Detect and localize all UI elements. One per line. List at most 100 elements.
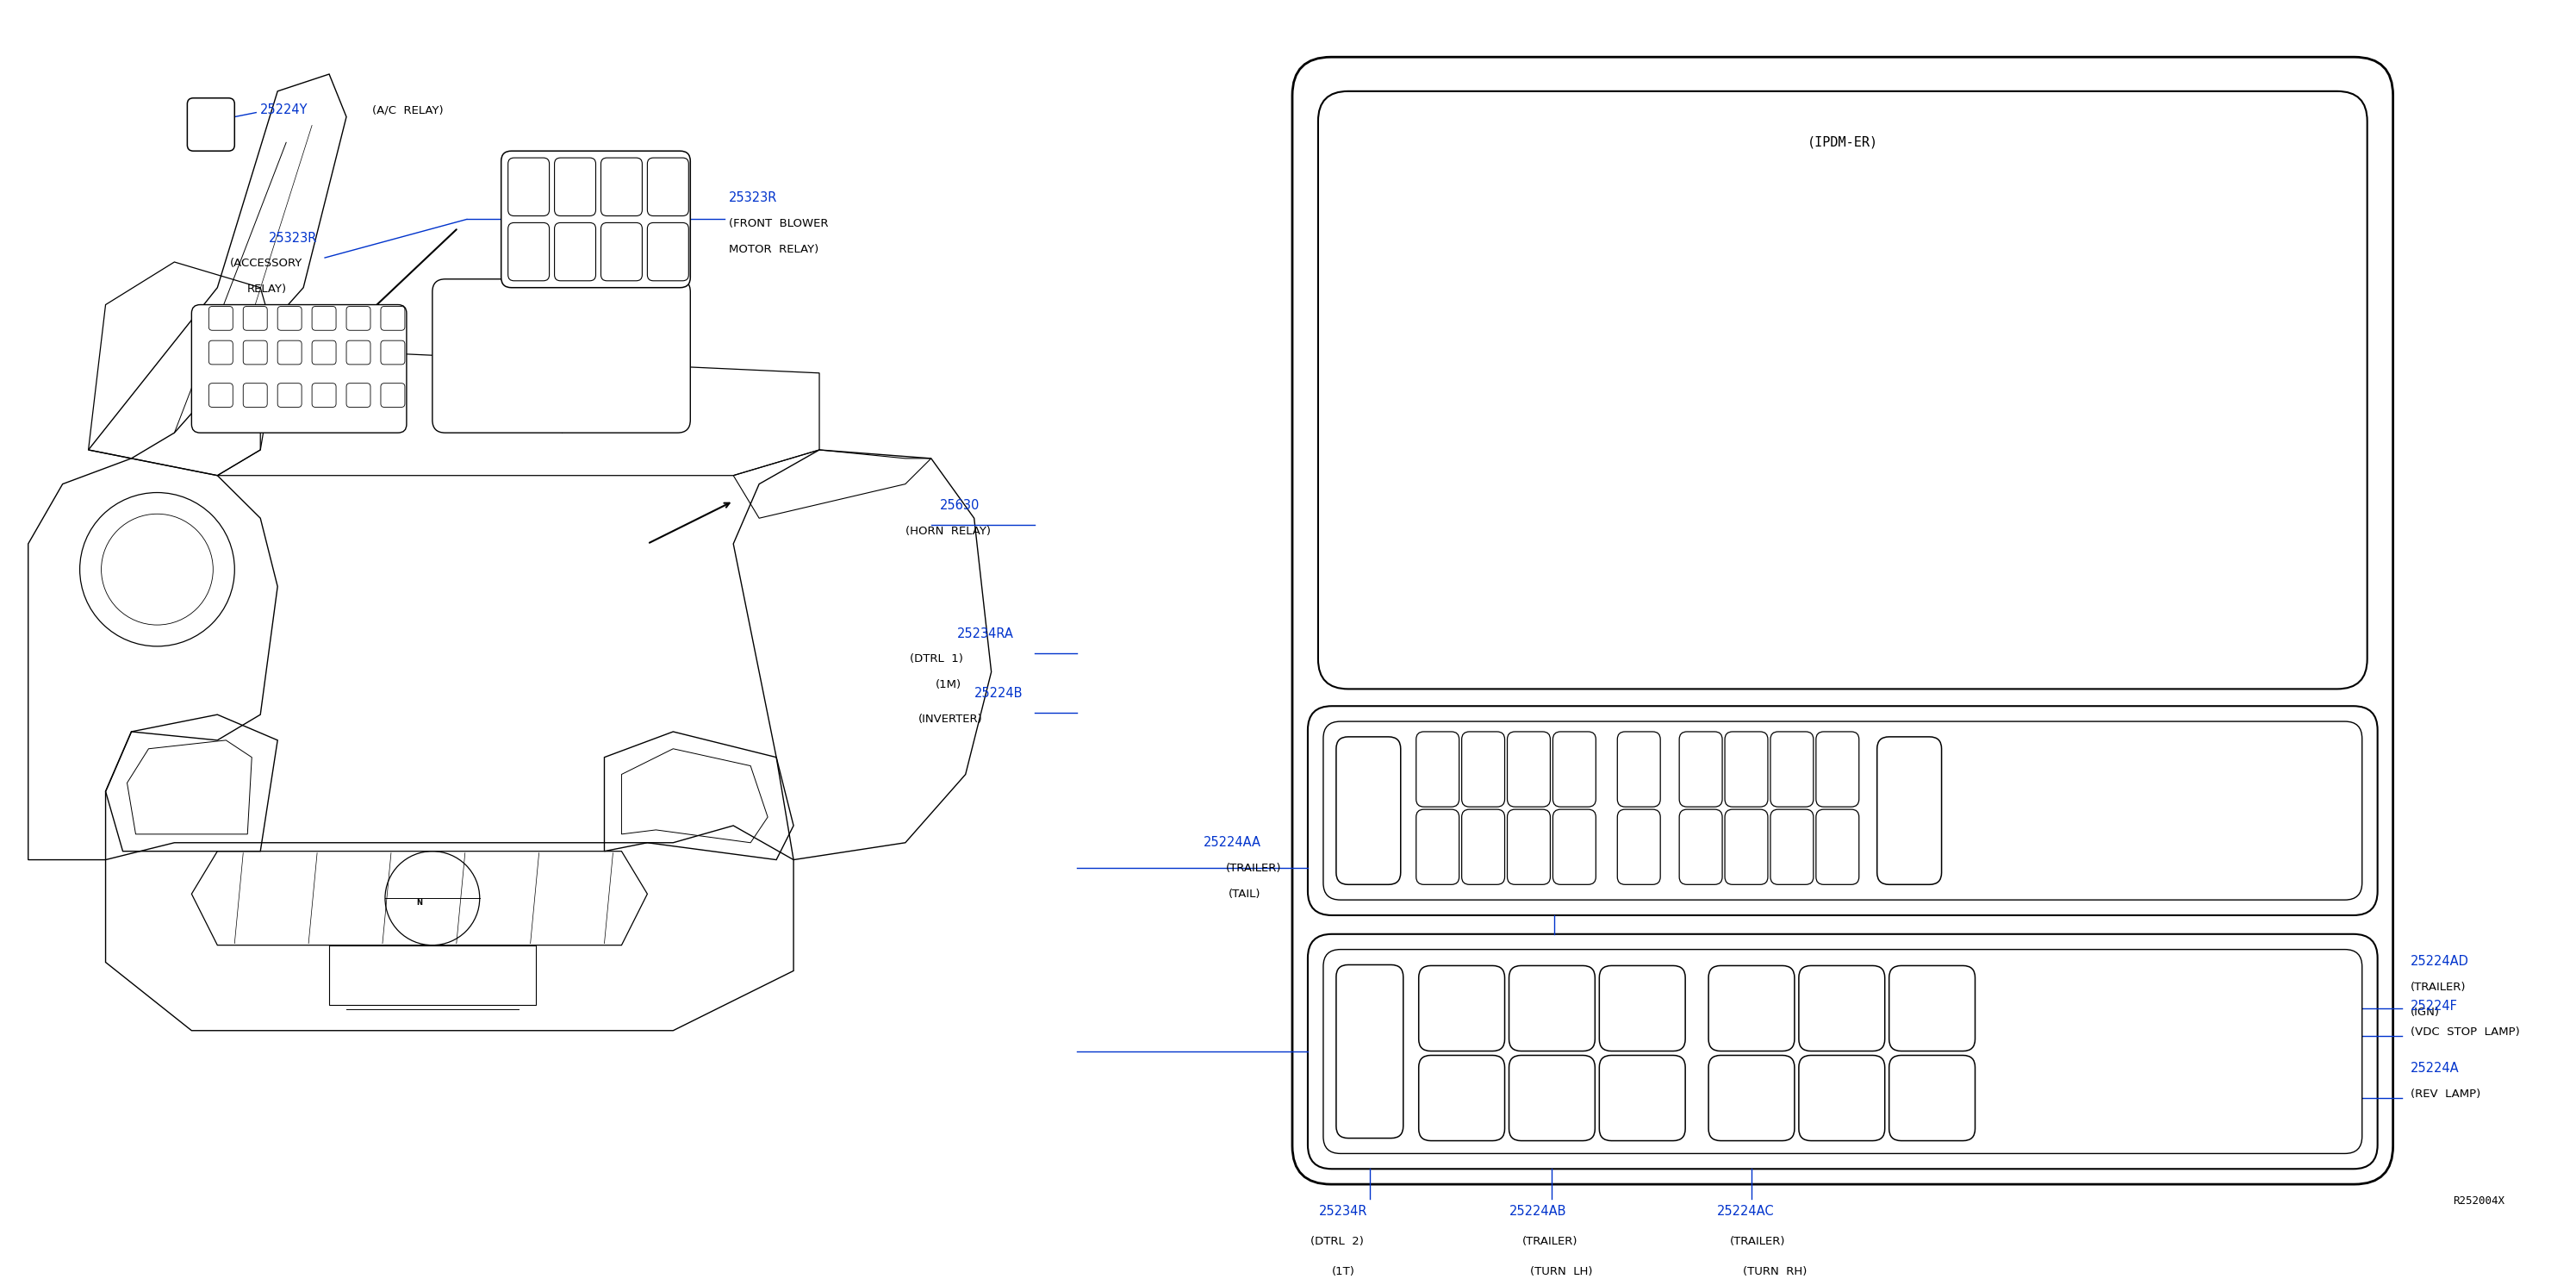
- FancyBboxPatch shape: [278, 307, 301, 330]
- FancyBboxPatch shape: [312, 340, 335, 365]
- FancyBboxPatch shape: [1324, 721, 2362, 900]
- Text: 25234RA: 25234RA: [956, 627, 1015, 640]
- FancyBboxPatch shape: [1888, 966, 1976, 1051]
- FancyBboxPatch shape: [433, 279, 690, 432]
- Text: 25224AB: 25224AB: [1510, 1205, 1566, 1218]
- Text: (1T): (1T): [1332, 1266, 1355, 1276]
- Text: (VDC  STOP  LAMP): (VDC STOP LAMP): [2411, 1026, 2519, 1037]
- FancyBboxPatch shape: [647, 157, 688, 216]
- FancyBboxPatch shape: [507, 157, 549, 216]
- Text: (TRAILER): (TRAILER): [1522, 1236, 1577, 1247]
- FancyBboxPatch shape: [1553, 810, 1597, 885]
- Text: RELAY): RELAY): [247, 284, 286, 295]
- FancyBboxPatch shape: [242, 307, 268, 330]
- FancyBboxPatch shape: [1419, 1055, 1504, 1141]
- FancyBboxPatch shape: [1337, 737, 1401, 885]
- Text: (TRAILER): (TRAILER): [1226, 863, 1280, 874]
- FancyBboxPatch shape: [1680, 810, 1723, 885]
- FancyBboxPatch shape: [1618, 732, 1662, 807]
- FancyBboxPatch shape: [647, 223, 688, 281]
- FancyBboxPatch shape: [554, 223, 595, 281]
- Text: 25323R: 25323R: [268, 231, 317, 244]
- Text: MOTOR  RELAY): MOTOR RELAY): [729, 243, 819, 255]
- FancyBboxPatch shape: [1553, 732, 1597, 807]
- Text: (IGN): (IGN): [2411, 1007, 2439, 1018]
- FancyBboxPatch shape: [1798, 1055, 1886, 1141]
- FancyBboxPatch shape: [1417, 732, 1458, 807]
- FancyBboxPatch shape: [1680, 732, 1723, 807]
- FancyBboxPatch shape: [1319, 91, 2367, 689]
- FancyBboxPatch shape: [1798, 966, 1886, 1051]
- Text: 25224A: 25224A: [2411, 1062, 2460, 1074]
- FancyBboxPatch shape: [502, 151, 690, 288]
- FancyBboxPatch shape: [600, 223, 641, 281]
- Text: (TURN  LH): (TURN LH): [1530, 1266, 1592, 1276]
- FancyBboxPatch shape: [1770, 810, 1814, 885]
- FancyBboxPatch shape: [1600, 966, 1685, 1051]
- FancyBboxPatch shape: [1293, 58, 2393, 1184]
- FancyBboxPatch shape: [345, 307, 371, 330]
- Text: 25224B: 25224B: [974, 687, 1023, 700]
- FancyBboxPatch shape: [242, 340, 268, 365]
- Text: 25323R: 25323R: [729, 192, 778, 205]
- FancyBboxPatch shape: [1510, 966, 1595, 1051]
- FancyBboxPatch shape: [1816, 810, 1860, 885]
- FancyBboxPatch shape: [381, 340, 404, 365]
- Text: (A/C  RELAY): (A/C RELAY): [371, 105, 443, 115]
- FancyBboxPatch shape: [345, 384, 371, 407]
- Text: 25234R: 25234R: [1319, 1205, 1368, 1218]
- FancyBboxPatch shape: [278, 384, 301, 407]
- FancyBboxPatch shape: [1816, 732, 1860, 807]
- FancyBboxPatch shape: [600, 157, 641, 216]
- Text: (TURN  RH): (TURN RH): [1744, 1266, 1806, 1276]
- Text: R252004X: R252004X: [2452, 1196, 2504, 1207]
- FancyBboxPatch shape: [381, 307, 404, 330]
- FancyBboxPatch shape: [312, 384, 335, 407]
- FancyBboxPatch shape: [1324, 949, 2362, 1154]
- FancyBboxPatch shape: [1337, 964, 1404, 1138]
- Text: 25224Y: 25224Y: [260, 104, 309, 116]
- Text: (TRAILER): (TRAILER): [2411, 981, 2465, 993]
- FancyBboxPatch shape: [1510, 1055, 1595, 1141]
- FancyBboxPatch shape: [1708, 1055, 1795, 1141]
- FancyBboxPatch shape: [1309, 934, 2378, 1169]
- Text: (ACCESSORY: (ACCESSORY: [229, 258, 304, 270]
- FancyBboxPatch shape: [191, 304, 407, 432]
- Text: 25224AC: 25224AC: [1718, 1205, 1775, 1218]
- Text: 25224F: 25224F: [2411, 1000, 2458, 1013]
- FancyBboxPatch shape: [1461, 732, 1504, 807]
- FancyBboxPatch shape: [1770, 732, 1814, 807]
- Text: (FRONT  BLOWER: (FRONT BLOWER: [729, 217, 829, 229]
- Text: (TAIL): (TAIL): [1229, 889, 1262, 899]
- Text: 25630: 25630: [940, 499, 979, 512]
- Text: (HORN  RELAY): (HORN RELAY): [904, 526, 992, 537]
- FancyBboxPatch shape: [1618, 810, 1662, 885]
- Text: (INVERTER): (INVERTER): [917, 714, 981, 724]
- FancyBboxPatch shape: [1507, 810, 1551, 885]
- FancyBboxPatch shape: [1419, 966, 1504, 1051]
- FancyBboxPatch shape: [554, 157, 595, 216]
- FancyBboxPatch shape: [1417, 810, 1458, 885]
- FancyBboxPatch shape: [1708, 966, 1795, 1051]
- FancyBboxPatch shape: [1461, 810, 1504, 885]
- Text: (REV  LAMP): (REV LAMP): [2411, 1088, 2481, 1100]
- Text: (1M): (1M): [935, 679, 961, 691]
- FancyBboxPatch shape: [381, 384, 404, 407]
- FancyBboxPatch shape: [209, 307, 232, 330]
- FancyBboxPatch shape: [209, 340, 232, 365]
- Text: N: N: [417, 899, 422, 907]
- FancyBboxPatch shape: [242, 384, 268, 407]
- Text: (IPDM-ER): (IPDM-ER): [1808, 136, 1878, 148]
- Text: (DTRL  2): (DTRL 2): [1311, 1236, 1363, 1247]
- FancyBboxPatch shape: [507, 223, 549, 281]
- FancyBboxPatch shape: [1888, 1055, 1976, 1141]
- Text: 25224AD: 25224AD: [2411, 955, 2468, 968]
- FancyBboxPatch shape: [1726, 810, 1767, 885]
- FancyBboxPatch shape: [1507, 732, 1551, 807]
- FancyBboxPatch shape: [1726, 732, 1767, 807]
- FancyBboxPatch shape: [188, 98, 234, 151]
- FancyBboxPatch shape: [1309, 706, 2378, 916]
- FancyBboxPatch shape: [312, 307, 335, 330]
- FancyBboxPatch shape: [1600, 1055, 1685, 1141]
- FancyBboxPatch shape: [1878, 737, 1942, 885]
